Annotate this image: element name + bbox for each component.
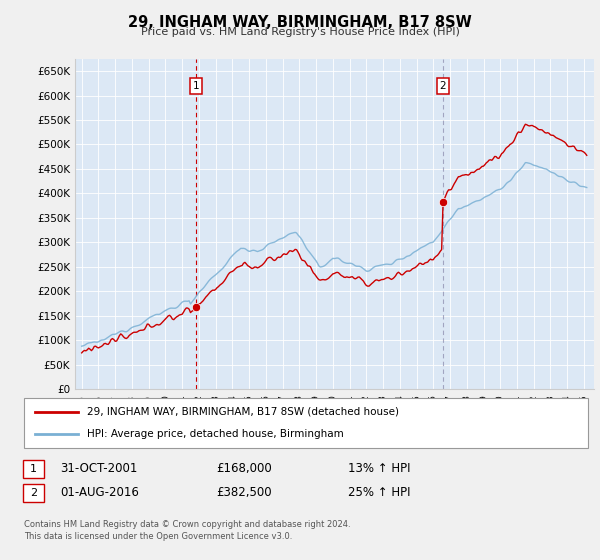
Text: HPI: Average price, detached house, Birmingham: HPI: Average price, detached house, Birm… xyxy=(87,429,344,439)
Text: 13% ↑ HPI: 13% ↑ HPI xyxy=(348,462,410,475)
Text: £382,500: £382,500 xyxy=(216,486,272,500)
Text: 25% ↑ HPI: 25% ↑ HPI xyxy=(348,486,410,500)
Text: This data is licensed under the Open Government Licence v3.0.: This data is licensed under the Open Gov… xyxy=(24,532,292,541)
Text: 29, INGHAM WAY, BIRMINGHAM, B17 8SW: 29, INGHAM WAY, BIRMINGHAM, B17 8SW xyxy=(128,15,472,30)
Text: Price paid vs. HM Land Registry's House Price Index (HPI): Price paid vs. HM Land Registry's House … xyxy=(140,27,460,37)
Text: 01-AUG-2016: 01-AUG-2016 xyxy=(60,486,139,500)
Text: 1: 1 xyxy=(193,81,199,91)
Text: 2: 2 xyxy=(440,81,446,91)
Text: 2: 2 xyxy=(30,488,37,498)
Text: £168,000: £168,000 xyxy=(216,462,272,475)
Text: Contains HM Land Registry data © Crown copyright and database right 2024.: Contains HM Land Registry data © Crown c… xyxy=(24,520,350,529)
Text: 31-OCT-2001: 31-OCT-2001 xyxy=(60,462,137,475)
Text: 29, INGHAM WAY, BIRMINGHAM, B17 8SW (detached house): 29, INGHAM WAY, BIRMINGHAM, B17 8SW (det… xyxy=(87,407,399,417)
Text: 1: 1 xyxy=(30,464,37,474)
